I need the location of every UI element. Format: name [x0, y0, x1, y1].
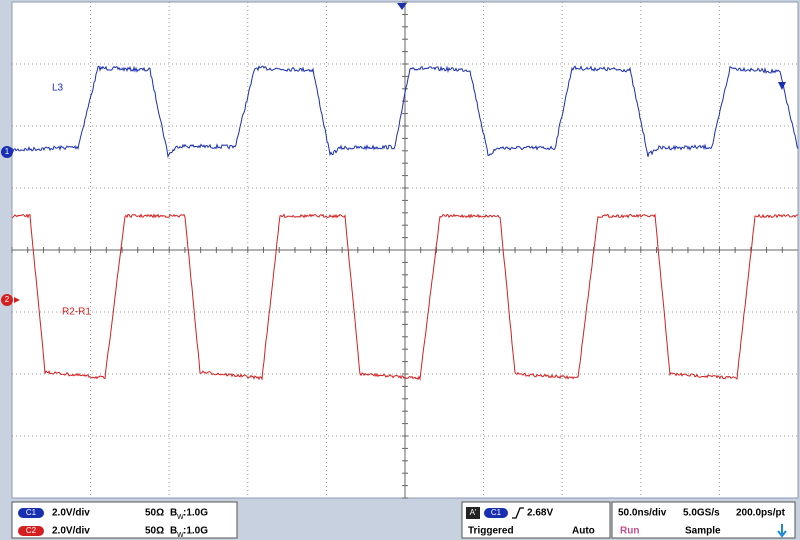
timebase-scale: 50.0ns/div	[618, 508, 667, 519]
trigger-source-badge	[484, 508, 508, 518]
bw-symbol: B	[170, 526, 177, 537]
bw-sub: W	[177, 514, 184, 521]
channel-scale: 2.0V/div	[52, 508, 90, 519]
channel-name: C1	[26, 508, 37, 517]
channel-bandwidth: :1.0G	[183, 508, 208, 519]
channel-panel	[11, 501, 238, 539]
trigger-badge	[466, 507, 480, 519]
trigger-panel	[461, 501, 611, 539]
channel-name: C2	[26, 526, 37, 535]
channel-badge	[18, 526, 44, 536]
bw-symbol: B	[170, 508, 177, 519]
channel-impedance: 50Ω	[145, 526, 164, 537]
trigger-mode: Auto	[572, 526, 595, 537]
resolution: 200.0ps/pt	[736, 508, 786, 519]
channel-badge	[18, 508, 44, 518]
trace-l3	[11, 65, 799, 159]
channel-marker-label: 1	[5, 147, 10, 156]
bw-sub: W	[177, 532, 184, 539]
channel-impedance: 50Ω	[145, 508, 164, 519]
trigger-source: C1	[491, 508, 502, 517]
channel-bandwidth: :1.0G	[183, 526, 208, 537]
trace-label: L3	[52, 83, 64, 94]
channel-scale: 2.0V/div	[52, 526, 90, 537]
channel-marker-label: 2	[5, 295, 10, 304]
edge-icon	[512, 507, 524, 519]
channel-marker	[1, 146, 13, 158]
acquisition: Sample	[685, 526, 721, 537]
trigger-position	[397, 3, 407, 10]
trigger-prefix: A'	[470, 508, 477, 517]
channel-marker	[1, 294, 13, 306]
timebase-panel	[611, 501, 796, 539]
trigger-level: 2.68V	[527, 508, 553, 519]
scroll-icon	[777, 524, 787, 538]
trigger-status: Triggered	[468, 526, 514, 537]
trace-label: R2-R1	[62, 307, 91, 318]
trigger-level	[778, 82, 786, 90]
sample-rate: 5.0GS/s	[683, 508, 720, 519]
graticule	[11, 1, 798, 499]
run-state: Run	[620, 526, 639, 537]
channel-arrow	[14, 297, 20, 303]
trace-r2-r1	[11, 213, 799, 381]
